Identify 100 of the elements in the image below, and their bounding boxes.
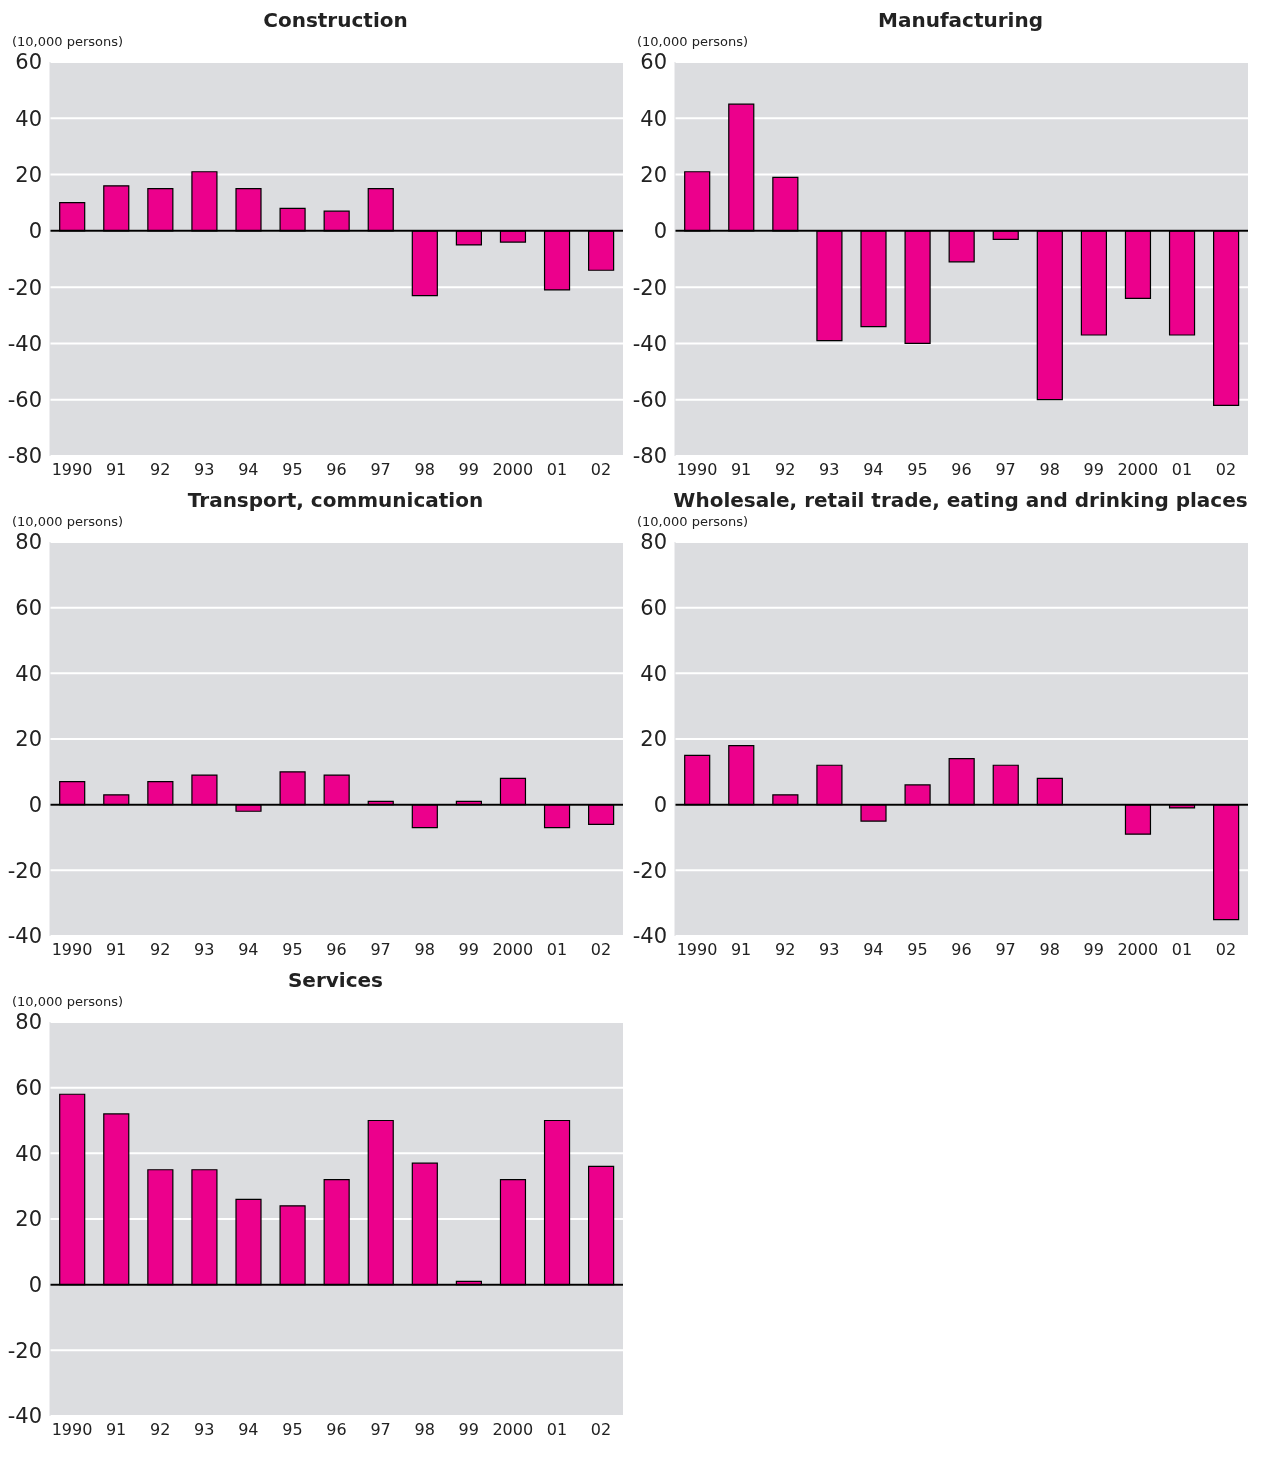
x-tick-label: 94 — [863, 940, 884, 960]
y-tick-label: 60 — [15, 596, 42, 621]
y-axis-title: (10,000 persons) — [637, 514, 750, 531]
x-tick-label: 95 — [907, 460, 928, 480]
x-tick-label: 02 — [590, 1420, 612, 1440]
x-tick-label: 95 — [282, 1420, 303, 1440]
x-tick-label: 93 — [819, 460, 840, 480]
x-tick-label: 1990 — [676, 460, 718, 480]
x-tick-label: 96 — [951, 940, 972, 960]
y-tick-label: 20 — [640, 727, 667, 752]
chart-title: Manufacturing — [877, 8, 1044, 34]
x-tick-label: 93 — [194, 460, 215, 480]
y-axis-title: (10,000 persons) — [12, 514, 125, 531]
y-tick-label: 80 — [15, 1010, 42, 1035]
y-tick-label: 20 — [15, 727, 42, 752]
y-tick-label: 60 — [15, 1076, 42, 1101]
x-tick-label: 95 — [282, 940, 303, 960]
x-tick-label: 92 — [150, 1420, 171, 1440]
x-tick-label: 01 — [546, 460, 568, 480]
y-tick-label: 40 — [15, 106, 42, 131]
x-tick-label: 94 — [238, 940, 259, 960]
y-tick-label: -20 — [7, 1338, 42, 1363]
y-tick-label: 40 — [15, 1141, 42, 1166]
x-tick-label: 01 — [1171, 460, 1193, 480]
x-tick-label: 97 — [370, 940, 391, 960]
y-tick-label: -40 — [632, 331, 667, 356]
x-tick-label: 97 — [370, 1420, 391, 1440]
y-tick-label: 60 — [640, 50, 667, 75]
x-tick-label: 93 — [194, 940, 215, 960]
x-tick-label: 95 — [907, 940, 928, 960]
x-tick-label: 1990 — [51, 940, 93, 960]
x-tick-label: 99 — [1083, 940, 1104, 960]
y-tick-label: 60 — [15, 50, 42, 75]
x-tick-label: 91 — [105, 460, 127, 480]
x-tick-label: 2000 — [1117, 940, 1159, 960]
x-tick-label: 97 — [995, 460, 1016, 480]
x-tick-label: 99 — [1083, 460, 1104, 480]
x-tick-label: 97 — [995, 940, 1016, 960]
y-tick-label: -20 — [632, 275, 667, 300]
x-tick-label: 94 — [238, 1420, 259, 1440]
x-tick-label: 1990 — [51, 460, 93, 480]
x-tick-label: 93 — [819, 940, 840, 960]
x-tick-label: 92 — [150, 460, 171, 480]
y-tick-label: -20 — [7, 858, 42, 883]
x-tick-label: 99 — [458, 460, 479, 480]
x-tick-label: 01 — [546, 1420, 568, 1440]
y-tick-label: 0 — [28, 793, 42, 818]
chart-title: Transport, communication — [186, 488, 485, 514]
y-tick-label: -20 — [7, 275, 42, 300]
x-tick-label: 2000 — [1117, 460, 1159, 480]
y-tick-label: 0 — [653, 793, 667, 818]
y-tick-label: 40 — [15, 661, 42, 686]
x-tick-label: 91 — [105, 940, 127, 960]
x-tick-label: 91 — [730, 940, 752, 960]
y-axis-title: (10,000 persons) — [637, 34, 750, 51]
x-tick-label: 96 — [326, 940, 347, 960]
x-tick-label: 98 — [414, 940, 435, 960]
x-tick-label: 99 — [458, 940, 479, 960]
y-tick-label: -40 — [7, 1404, 42, 1429]
x-tick-label: 02 — [1215, 940, 1237, 960]
x-tick-label: 02 — [590, 940, 612, 960]
y-tick-label: 20 — [15, 163, 42, 188]
x-tick-label: 94 — [238, 460, 259, 480]
y-tick-label: -40 — [632, 924, 667, 949]
y-tick-label: -60 — [632, 388, 667, 413]
x-tick-label: 02 — [1215, 460, 1237, 480]
x-tick-label: 92 — [150, 940, 171, 960]
x-tick-label: 98 — [414, 460, 435, 480]
x-tick-label: 1990 — [51, 1420, 93, 1440]
x-tick-label: 1990 — [676, 940, 718, 960]
x-tick-label: 91 — [105, 1420, 127, 1440]
x-tick-label: 2000 — [492, 940, 534, 960]
x-tick-label: 96 — [326, 1420, 347, 1440]
x-tick-label: 99 — [458, 1420, 479, 1440]
y-tick-label: -40 — [7, 331, 42, 356]
y-tick-label: -60 — [7, 388, 42, 413]
y-axis-title: (10,000 persons) — [12, 34, 125, 51]
x-tick-label: 01 — [1171, 940, 1193, 960]
y-tick-label: 40 — [640, 106, 667, 131]
x-tick-label: 2000 — [492, 1420, 534, 1440]
x-tick-label: 92 — [775, 460, 796, 480]
y-tick-label: 20 — [640, 163, 667, 188]
x-tick-label: 02 — [590, 460, 612, 480]
y-tick-label: -80 — [7, 444, 42, 469]
y-tick-label: 80 — [640, 530, 667, 555]
x-tick-label: 91 — [730, 460, 752, 480]
chart-title: Services — [286, 968, 385, 994]
x-tick-label: 97 — [370, 460, 391, 480]
y-tick-label: -20 — [632, 858, 667, 883]
x-tick-label: 98 — [1039, 460, 1060, 480]
y-tick-label: 0 — [28, 219, 42, 244]
y-tick-label: 80 — [15, 530, 42, 555]
x-tick-label: 01 — [546, 940, 568, 960]
x-tick-label: 98 — [414, 1420, 435, 1440]
x-tick-label: 96 — [951, 460, 972, 480]
x-tick-label: 96 — [326, 460, 347, 480]
chart-title: Construction — [262, 8, 409, 34]
x-tick-label: 95 — [282, 460, 303, 480]
y-tick-label: 0 — [653, 219, 667, 244]
x-tick-label: 2000 — [492, 460, 534, 480]
